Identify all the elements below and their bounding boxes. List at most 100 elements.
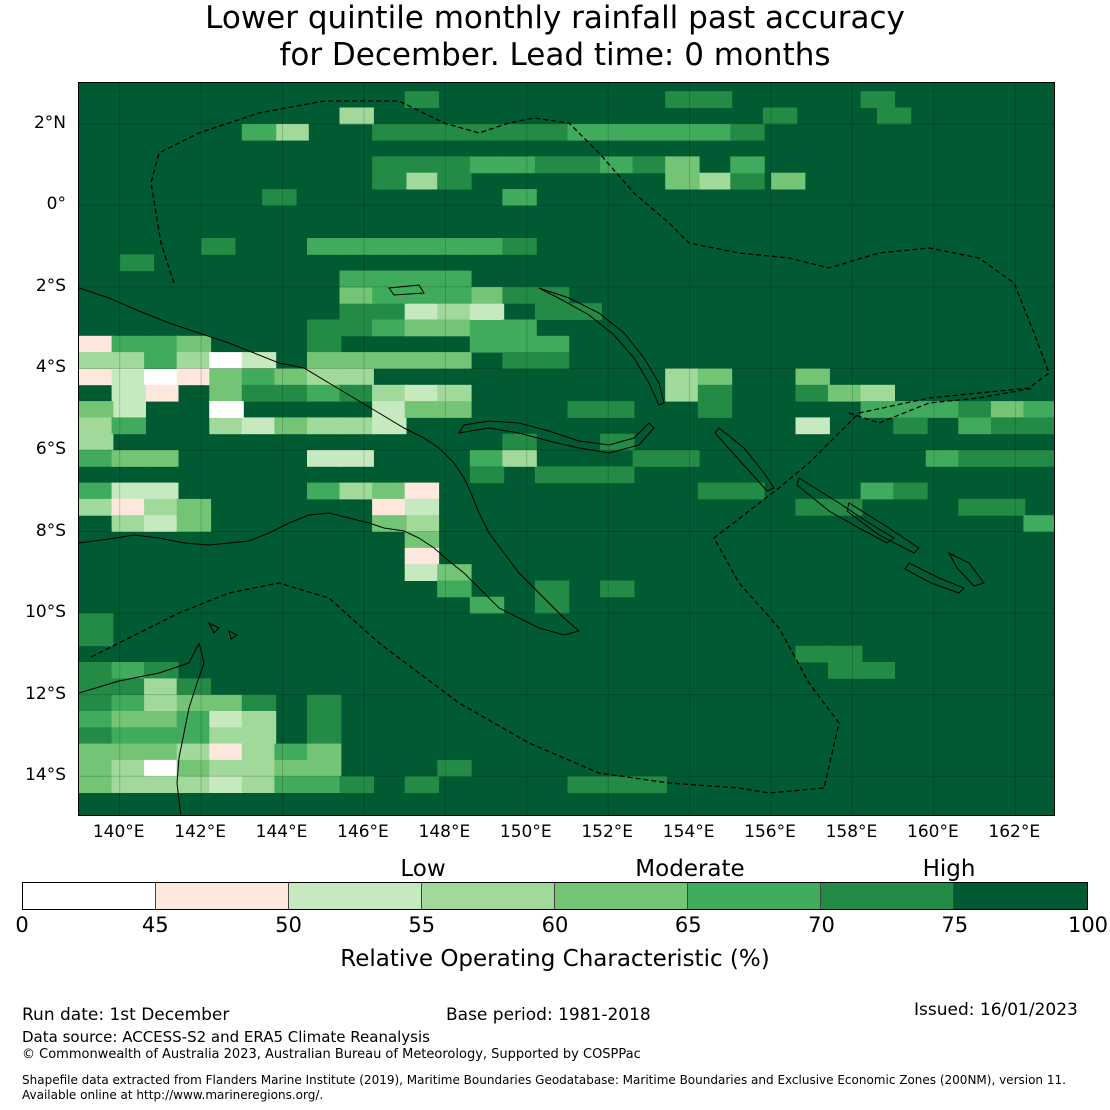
roc-cell [437, 352, 472, 369]
roc-cell [209, 776, 244, 793]
png-eez-boundary [88, 100, 1050, 794]
roc-cell [339, 352, 374, 369]
roc-cell [697, 482, 733, 500]
roc-cell [176, 776, 212, 793]
roc-cell [79, 335, 114, 353]
roc-cell [339, 303, 374, 320]
x-tick-label: 162°E [988, 822, 1041, 842]
solomon-islands-coastline-2 [846, 502, 920, 554]
colorbar-tick-label: 55 [408, 913, 436, 937]
roc-cell [469, 596, 505, 614]
y-tick-label: 14°S [25, 765, 66, 786]
roc-cell [1023, 450, 1054, 467]
roc-cell [111, 482, 146, 500]
roc-cell [372, 384, 407, 402]
roc-cell [404, 270, 440, 288]
roc-cell [111, 727, 146, 745]
roc-cell [79, 662, 114, 679]
roc-cell [404, 91, 440, 108]
roc-cell [567, 466, 602, 484]
roc-cell [241, 384, 277, 402]
roc-cell [404, 286, 440, 304]
roc-cell [111, 417, 146, 435]
roc-cell [176, 515, 212, 532]
roc-cell [437, 303, 472, 320]
roc-cell [79, 498, 114, 516]
roc-cell [697, 91, 733, 108]
roc-cell [404, 238, 440, 255]
solomon-islands-coastline-4 [947, 551, 985, 587]
category-low: Low [400, 856, 446, 882]
roc-cell [79, 711, 114, 728]
roc-cell [600, 123, 635, 141]
roc-cell [600, 580, 635, 598]
roc-cell [730, 156, 765, 174]
roc-cell [372, 270, 407, 288]
roc-cell [502, 238, 537, 255]
roc-cell [79, 482, 114, 500]
roc-cell [111, 743, 146, 761]
roc-cell [176, 694, 212, 712]
y-tick-label: 0° [46, 194, 66, 215]
roc-cell [925, 401, 961, 418]
roc-cell [469, 450, 505, 467]
roc-cell [795, 417, 830, 435]
y-tick-label: 6°S [35, 439, 66, 459]
roc-cell [111, 678, 146, 696]
shapefile-credit-line1: Shapefile data extracted from Flanders M… [22, 1073, 1066, 1087]
roc-cell [274, 384, 309, 402]
roc-cell [665, 368, 700, 386]
roc-cell [201, 238, 236, 255]
roc-cell [534, 352, 570, 369]
x-tick-label: 146°E [337, 822, 389, 842]
roc-cell [437, 270, 472, 288]
roc-cell [307, 352, 342, 369]
roc-cell [469, 303, 505, 320]
roc-cell [144, 450, 179, 467]
roc-cell [632, 156, 667, 174]
roc-cell [771, 172, 806, 190]
roc-cell [795, 384, 830, 402]
roc-cell [307, 319, 342, 337]
roc-cell [79, 629, 114, 647]
run-date: Run date: 1st December [22, 1005, 230, 1025]
roc-cell [1023, 515, 1054, 532]
roc-cell [339, 270, 374, 288]
roc-cell [600, 776, 635, 793]
roc-cell [632, 123, 667, 141]
x-tick-label: 142°E [174, 822, 226, 842]
roc-cell [111, 515, 146, 532]
roc-cell [307, 335, 342, 353]
roc-cell [404, 776, 440, 793]
roc-cell [79, 759, 114, 777]
y-tick-label: 12°S [25, 683, 66, 704]
roc-cell [241, 711, 277, 728]
roc-cell [697, 368, 733, 386]
colorbar-title: Relative Operating Characteristic (%) [340, 946, 770, 972]
roc-cell [534, 123, 570, 141]
roc-cell [665, 123, 700, 141]
roc-cell [1023, 401, 1054, 418]
x-tick-label: 152°E [581, 822, 634, 842]
roc-cell [79, 613, 114, 630]
roc-cell [111, 711, 146, 728]
roc-cell [469, 156, 505, 174]
colorbar-tick-label: 75 [941, 913, 969, 937]
roc-cell [437, 401, 472, 418]
roc-cell [372, 319, 407, 337]
roc-cell [600, 156, 635, 174]
roc-cell [307, 743, 342, 761]
roc-cell [339, 776, 374, 793]
roc-cell [339, 417, 374, 435]
roc-cell [176, 678, 212, 696]
roc-cell [144, 498, 179, 516]
roc-cell [404, 319, 440, 337]
roc-cell [176, 368, 212, 386]
roc-cell [404, 401, 440, 418]
roc-cell [176, 498, 212, 516]
roc-cell [307, 711, 342, 728]
roc-cell [437, 238, 472, 255]
roc-cell [209, 401, 244, 418]
roc-cell [567, 123, 602, 141]
roc-cell [339, 319, 374, 337]
